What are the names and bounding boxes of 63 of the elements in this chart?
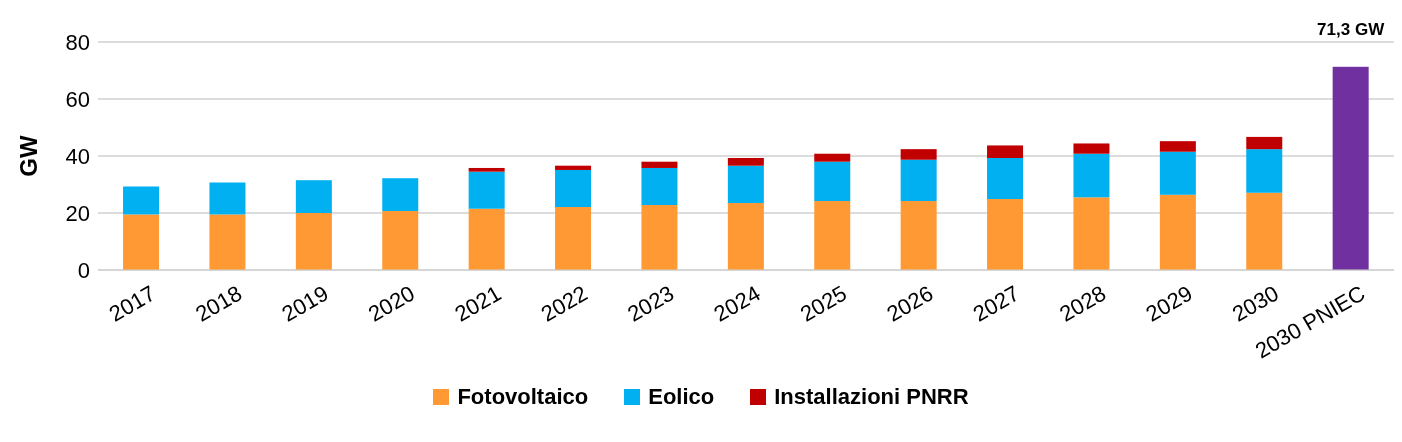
y-tick-label: 20 xyxy=(65,200,90,226)
bar xyxy=(641,167,678,206)
bar xyxy=(1073,197,1110,270)
bar xyxy=(295,213,332,270)
x-tick-label: 2030 xyxy=(1228,280,1283,327)
bar xyxy=(987,158,1024,200)
x-tick-label: 2024 xyxy=(709,280,765,327)
bar xyxy=(1332,66,1369,270)
y-tick-label: 80 xyxy=(65,29,90,55)
legend-label: Installazioni PNRR xyxy=(774,384,969,410)
bar xyxy=(1159,151,1196,195)
x-tick-label: 2029 xyxy=(1141,280,1197,327)
bar xyxy=(987,145,1024,158)
x-tick-label: 2021 xyxy=(450,280,506,327)
x-tick-label: 2022 xyxy=(536,280,592,327)
x-tick-label: 2028 xyxy=(1055,280,1111,327)
bar xyxy=(641,161,678,168)
x-tick-label: 2027 xyxy=(968,280,1024,327)
bar xyxy=(1073,143,1110,154)
bar xyxy=(814,153,851,162)
bar xyxy=(468,167,505,172)
bar xyxy=(900,201,937,270)
bar xyxy=(123,186,160,215)
bar xyxy=(1246,149,1283,193)
bar xyxy=(1246,192,1283,270)
bar xyxy=(727,165,764,204)
x-tick-label: 2020 xyxy=(364,280,419,327)
bar xyxy=(1159,141,1196,152)
x-tick-label: 2023 xyxy=(623,280,679,327)
bar xyxy=(1246,136,1283,150)
bar xyxy=(987,199,1024,270)
legend-label: Fotovoltaico xyxy=(457,384,589,410)
bar xyxy=(555,207,592,270)
x-tick-label: 2019 xyxy=(277,280,333,327)
data-label: 71,3 GW xyxy=(1317,19,1386,39)
bar xyxy=(1073,153,1110,198)
bar xyxy=(900,159,937,202)
bar xyxy=(555,169,592,208)
bar xyxy=(814,201,851,270)
y-tick-label: 60 xyxy=(65,86,90,112)
bar xyxy=(382,178,419,212)
bar xyxy=(727,158,764,166)
bar xyxy=(814,161,851,202)
x-tick-label: 2025 xyxy=(796,280,851,327)
y-tick-label: 0 xyxy=(77,257,90,283)
bar xyxy=(382,211,419,270)
x-tick-label: 2017 xyxy=(104,280,160,327)
bar xyxy=(123,214,160,270)
bar xyxy=(727,203,764,270)
bar xyxy=(209,182,246,215)
bar xyxy=(555,165,592,170)
legend-label: Eolico xyxy=(648,384,715,410)
bar xyxy=(468,208,505,270)
x-tick-label: 2026 xyxy=(882,280,938,327)
bar xyxy=(295,180,332,213)
y-tick-label: 40 xyxy=(65,143,90,169)
bar xyxy=(468,171,505,209)
x-tick-label: 2018 xyxy=(191,280,247,327)
bar xyxy=(1159,194,1196,270)
bar xyxy=(209,214,246,270)
y-axis-title: GW xyxy=(14,135,42,177)
bar xyxy=(641,205,678,270)
bar xyxy=(900,149,937,160)
